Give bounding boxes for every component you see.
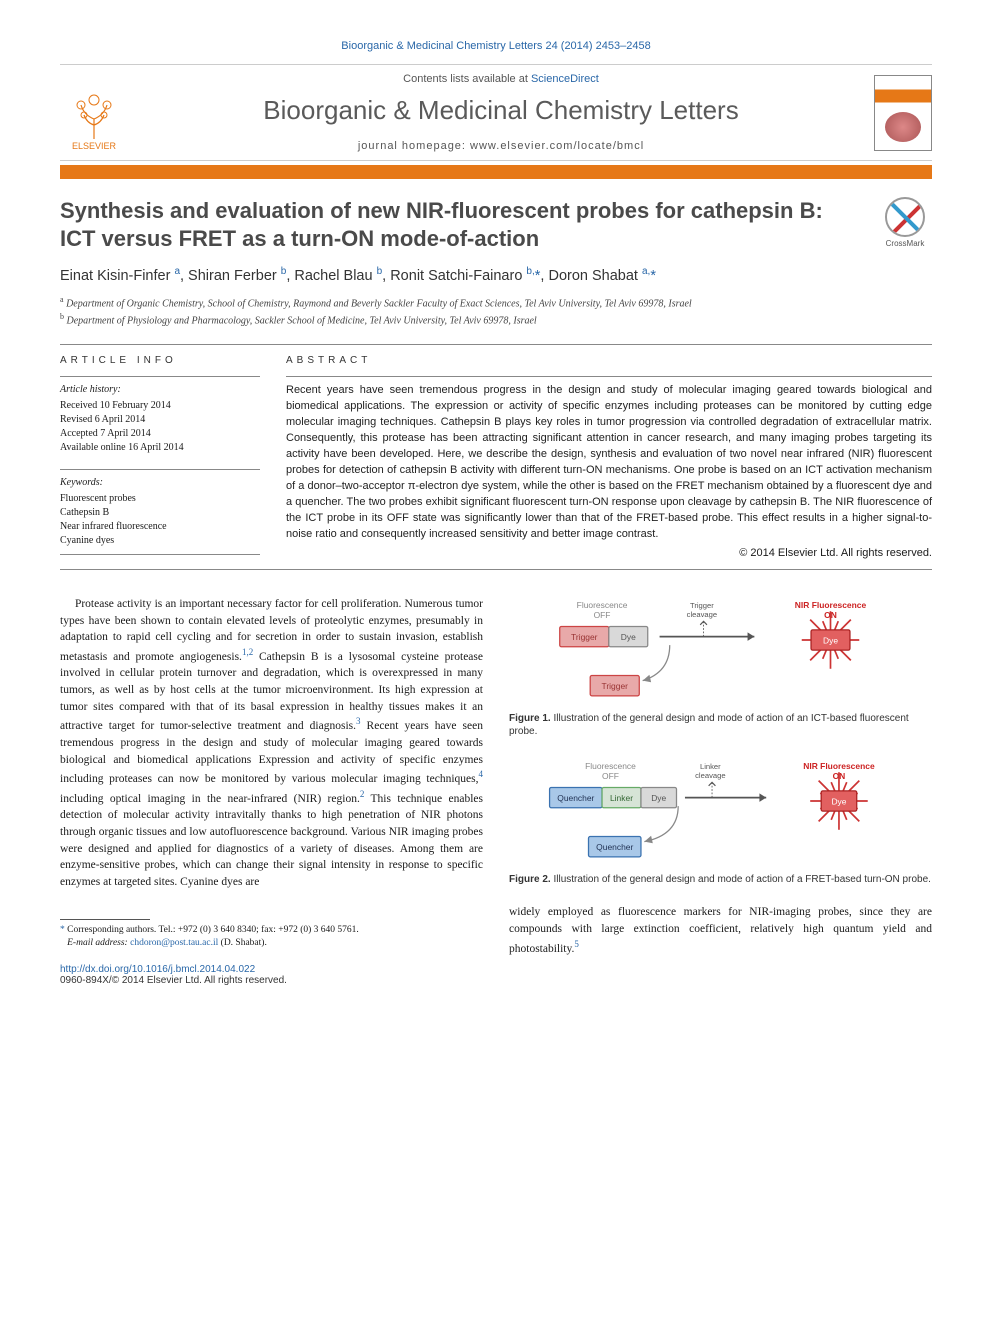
issn-line: 0960-894X/© 2014 Elsevier Ltd. All right… — [60, 975, 483, 986]
svg-text:OFF: OFF — [594, 610, 611, 620]
figure-2: Fluorescence OFF Linker cleavage NIR Flu… — [509, 757, 932, 887]
svg-text:Quencher: Quencher — [557, 793, 594, 803]
footnote-text: Corresponding authors. Tel.: +972 (0) 3 … — [65, 925, 359, 935]
email-label: E-mail address: — [67, 938, 128, 948]
section-divider — [60, 344, 932, 345]
affiliations: a Department of Organic Chemistry, Schoo… — [60, 294, 932, 329]
svg-text:Dye: Dye — [823, 635, 838, 645]
contents-prefix: Contents lists available at — [403, 73, 531, 85]
footnote-rule — [60, 919, 150, 920]
keywords-label: Keywords: — [60, 476, 260, 490]
journal-cover-thumbnail — [874, 75, 932, 151]
elsevier-tree-icon — [69, 91, 119, 141]
keywords-box: Keywords: Fluorescent probesCathepsin BN… — [60, 469, 260, 555]
publisher-name: ELSEVIER — [72, 141, 116, 151]
doi-link[interactable]: http://dx.doi.org/10.1016/j.bmcl.2014.04… — [60, 964, 255, 975]
svg-text:Trigger: Trigger — [690, 601, 714, 610]
figure-1-label: Figure 1. — [509, 713, 551, 724]
email-tail: (D. Shabat). — [218, 938, 267, 948]
crossmark-icon — [885, 197, 925, 237]
figure-1: Fluorescence OFF Trigger cleavage NIR Fl… — [509, 596, 932, 739]
abstract-column: ABSTRACT Recent years have seen tremendo… — [286, 355, 932, 558]
crossmark-badge[interactable]: CrossMark — [878, 197, 932, 248]
sciencedirect-link[interactable]: ScienceDirect — [531, 73, 599, 85]
article-info-heading: ARTICLE INFO — [60, 355, 260, 366]
figure-2-label: Figure 2. — [509, 874, 551, 885]
body-text-right-tail: widely employed as fluorescence markers … — [509, 904, 932, 957]
history-label: Article history: — [60, 383, 260, 397]
svg-text:cleavage: cleavage — [687, 610, 717, 619]
copyright-line: © 2014 Elsevier Ltd. All rights reserved… — [286, 547, 932, 559]
journal-name: Bioorganic & Medicinal Chemistry Letters — [128, 95, 874, 126]
doi-line: http://dx.doi.org/10.1016/j.bmcl.2014.04… — [60, 964, 483, 975]
svg-text:Quencher: Quencher — [596, 842, 633, 852]
authors-line: Einat Kisin-Finfer a, Shiran Ferber b, R… — [60, 266, 932, 284]
figure-2-caption: Figure 2. Illustration of the general de… — [509, 873, 932, 887]
svg-text:Dye: Dye — [831, 796, 846, 806]
svg-text:OFF: OFF — [602, 771, 619, 781]
orange-divider — [60, 165, 932, 179]
figure-2-caption-text: Illustration of the general design and m… — [551, 874, 931, 885]
article-history: Article history: Received 10 February 20… — [60, 376, 260, 455]
article-info-column: ARTICLE INFO Article history: Received 1… — [60, 355, 260, 558]
abstract-text: Recent years have seen tremendous progre… — [286, 376, 932, 542]
contents-available: Contents lists available at ScienceDirec… — [128, 73, 874, 85]
corresponding-email-link[interactable]: chdoron@post.tau.ac.il — [130, 938, 218, 948]
section-divider-full — [60, 569, 932, 570]
figure-1-diagram: Fluorescence OFF Trigger cleavage NIR Fl… — [509, 596, 932, 706]
svg-text:NIR Fluorescence: NIR Fluorescence — [803, 761, 875, 771]
svg-text:Fluorescence: Fluorescence — [577, 600, 628, 610]
svg-text:Trigger: Trigger — [601, 681, 628, 691]
top-citation: Bioorganic & Medicinal Chemistry Letters… — [60, 40, 932, 52]
svg-text:Dye: Dye — [621, 632, 636, 642]
figure-1-caption-text: Illustration of the general design and m… — [509, 713, 909, 738]
article-title: Synthesis and evaluation of new NIR-fluo… — [60, 197, 858, 252]
svg-text:Fluorescence: Fluorescence — [585, 761, 636, 771]
elsevier-logo: ELSEVIER — [60, 75, 128, 151]
journal-homepage[interactable]: journal homepage: www.elsevier.com/locat… — [128, 140, 874, 152]
abstract-heading: ABSTRACT — [286, 355, 932, 366]
figure-2-diagram: Fluorescence OFF Linker cleavage NIR Flu… — [509, 757, 932, 867]
body-text-left: Protease activity is an important necess… — [60, 596, 483, 891]
svg-text:Linker: Linker — [700, 762, 721, 771]
svg-text:cleavage: cleavage — [695, 771, 725, 780]
crossmark-label: CrossMark — [886, 239, 925, 248]
journal-header: ELSEVIER Contents lists available at Sci… — [60, 64, 932, 161]
svg-text:Trigger: Trigger — [571, 632, 598, 642]
svg-text:Linker: Linker — [610, 793, 633, 803]
svg-text:Dye: Dye — [651, 793, 666, 803]
figure-1-caption: Figure 1. Illustration of the general de… — [509, 712, 932, 739]
svg-text:NIR Fluorescence: NIR Fluorescence — [795, 600, 867, 610]
corresponding-footnote: * Corresponding authors. Tel.: +972 (0) … — [60, 924, 483, 951]
